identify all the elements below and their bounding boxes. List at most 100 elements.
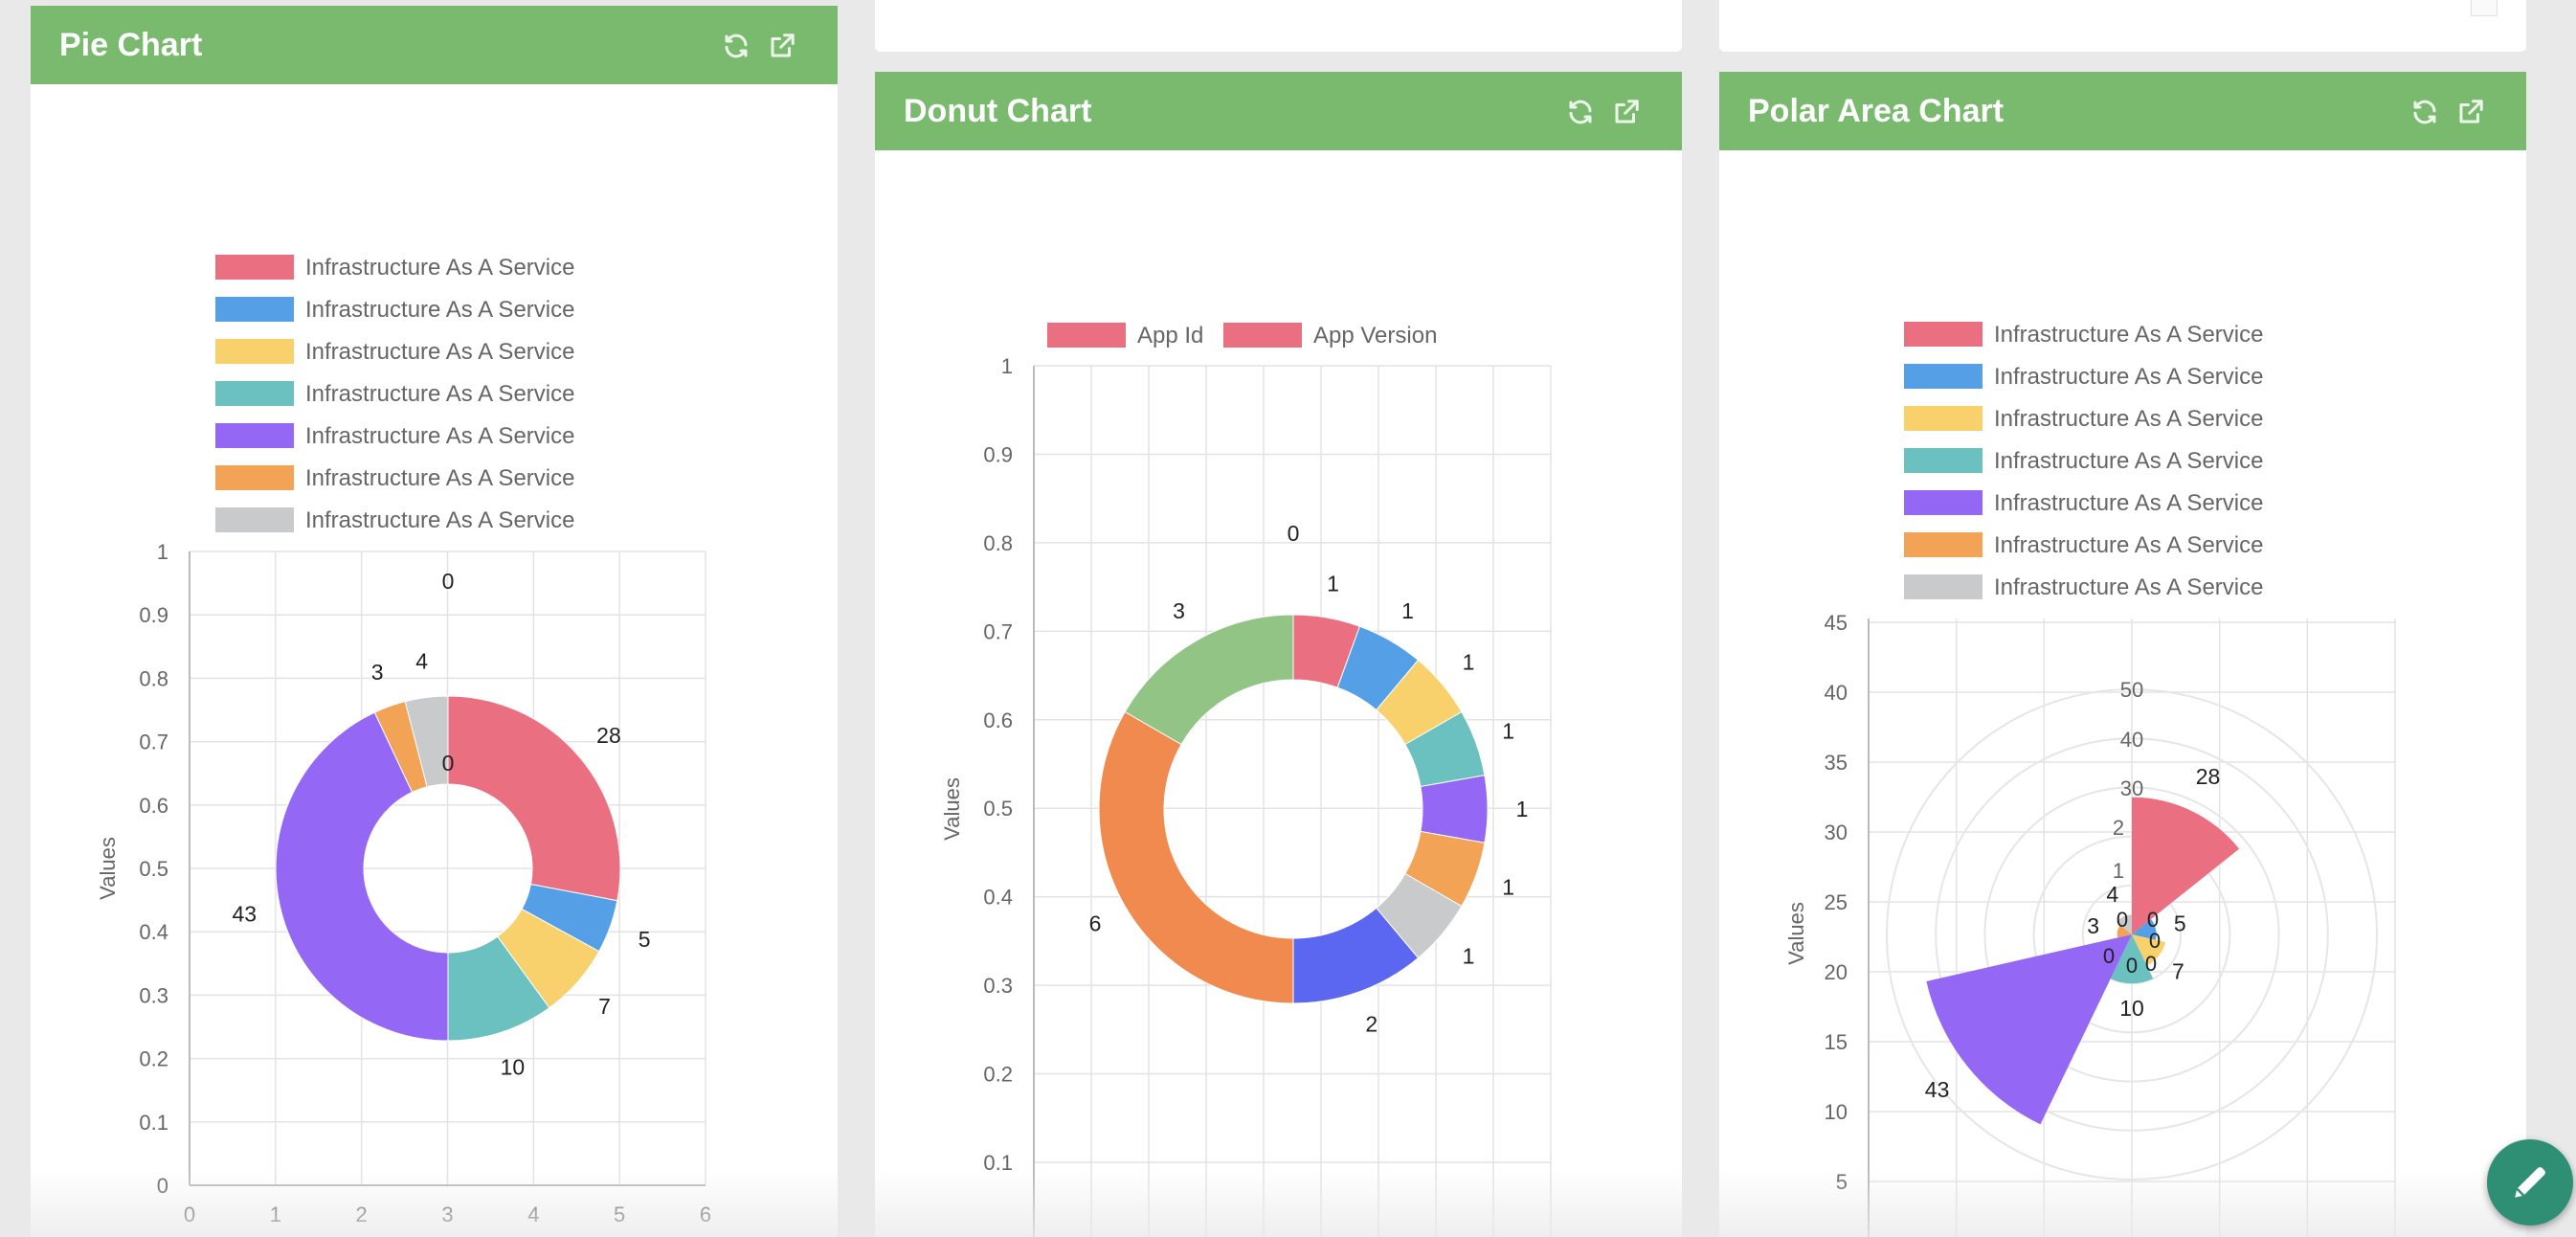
- polar-wedge: [2132, 934, 2165, 966]
- donut-slice: [1420, 775, 1489, 843]
- y-tick-label: 20: [1825, 960, 1848, 984]
- polar-ring: [1983, 786, 2280, 1083]
- x-tick-label: 0: [184, 1203, 195, 1226]
- legend-label: Infrastructure As A Service: [1994, 364, 2263, 390]
- data-label: 0: [1288, 521, 1300, 546]
- data-label: 7: [2172, 959, 2184, 984]
- y-tick-label: 10: [1825, 1100, 1848, 1124]
- y-tick-label: 0.3: [139, 983, 168, 1007]
- polar-wedge: [2110, 934, 2154, 984]
- legend-swatch: [215, 339, 294, 364]
- data-label: 1: [1502, 718, 1514, 743]
- y-tick-label: 0.8: [139, 666, 168, 690]
- legend-label: App Id: [1137, 323, 1203, 349]
- scrollbar-stub[interactable]: [2471, 0, 2498, 16]
- open-external-icon[interactable]: [1612, 98, 1641, 126]
- donut-chart: App Id App Version 0.1 0.2 0.3 0.4 0.5 0.6 0.7 0.…: [940, 323, 1552, 1237]
- legend-label: Infrastructure As A Service: [1994, 448, 2263, 474]
- data-label: 5: [638, 927, 651, 952]
- legend-swatch: [1904, 574, 1982, 599]
- y-tick-label: 1: [157, 540, 168, 564]
- polar-wedge: [2132, 797, 2240, 934]
- polar-area-chart: Infrastructure As A Service Infrastructur…: [1784, 322, 2396, 1237]
- refresh-icon[interactable]: [2410, 98, 2439, 126]
- pie-chart: Infrastructure As A Service Infrastructur…: [96, 255, 711, 1226]
- x-tick-label: 1: [270, 1203, 281, 1226]
- data-label: 2: [1365, 1012, 1378, 1037]
- y-tick-label: 0.7: [983, 619, 1013, 643]
- legend-label: Infrastructure As A Service: [305, 339, 574, 365]
- pie-slice: [447, 695, 621, 902]
- data-label: 10: [2119, 996, 2144, 1021]
- y-axis-label: Values: [1784, 902, 1808, 965]
- panel-header: Donut Chart: [875, 72, 1682, 150]
- data-label: 3: [371, 660, 384, 685]
- y-tick-label: 0.9: [139, 603, 168, 627]
- open-external-icon[interactable]: [768, 32, 796, 60]
- y-tick-label: 30: [1825, 821, 1848, 844]
- legend-swatch: [1904, 448, 1982, 473]
- legend-swatch: [215, 381, 294, 406]
- data-label: 0: [442, 751, 455, 776]
- y-tick-label: 0.1: [983, 1151, 1013, 1175]
- legend-label: Infrastructure As A Service: [305, 465, 574, 491]
- data-label: 0: [2145, 952, 2157, 976]
- polar-ring: [1935, 737, 2329, 1132]
- polar-tick-label: 50: [2120, 678, 2143, 702]
- refresh-icon[interactable]: [722, 32, 750, 60]
- polar-wedge: [2132, 919, 2157, 940]
- y-tick-label: 0.3: [983, 974, 1013, 998]
- legend-swatch: [1904, 406, 1982, 431]
- data-label: 6: [1089, 911, 1102, 936]
- polar-wedge: [2116, 914, 2132, 934]
- data-label: 28: [2196, 764, 2221, 789]
- data-label: 0: [2117, 908, 2128, 932]
- y-axis-label: Values: [940, 777, 964, 841]
- y-tick-label: 15: [1825, 1030, 1848, 1054]
- x-tick-label: 2: [356, 1203, 368, 1226]
- y-tick-label: 0.5: [139, 857, 168, 881]
- y-tick-label: 35: [1825, 751, 1848, 775]
- x-tick-label: 6: [700, 1203, 711, 1226]
- data-label: 4: [2106, 882, 2118, 907]
- polar-tick-label: 2: [2113, 816, 2124, 840]
- data-label: 10: [501, 1054, 526, 1079]
- legend-swatch: [1904, 364, 1982, 389]
- y-tick-label: 0.5: [983, 797, 1013, 821]
- top-card-middle: [875, 0, 1682, 52]
- data-label: 1: [1502, 875, 1514, 900]
- edit-button[interactable]: [2487, 1139, 2573, 1226]
- legend-swatch: [215, 297, 294, 322]
- data-label: 0: [2149, 929, 2161, 953]
- legend-label: Infrastructure As A Service: [305, 381, 574, 407]
- data-label: 3: [1173, 598, 1185, 623]
- data-label: 4: [415, 649, 428, 674]
- polar-tick-label: 30: [2120, 776, 2143, 800]
- data-label: 3: [2087, 913, 2099, 938]
- y-tick-label: 0.7: [139, 731, 168, 754]
- panel-header: Polar Area Chart: [1719, 72, 2526, 150]
- top-card-right: [1719, 0, 2526, 52]
- data-label: 0: [2147, 908, 2159, 932]
- pie-chart-panel: Pie Chart Infrastructure As A Service Inf…: [31, 6, 838, 1237]
- y-tick-label: 0: [157, 1174, 168, 1198]
- pie-slice: [404, 695, 449, 788]
- polar-tick-label: 40: [2120, 728, 2143, 752]
- legend-swatch: [1904, 322, 1982, 347]
- polar-wedge: [2117, 925, 2132, 938]
- x-tick-label: 4: [527, 1203, 539, 1226]
- y-tick-label: 0.2: [139, 1047, 168, 1071]
- legend-label: Infrastructure As A Service: [1994, 532, 2263, 558]
- y-tick-label: 1: [1001, 354, 1013, 378]
- y-tick-label: 0.4: [983, 886, 1013, 910]
- data-label: 1: [1516, 797, 1529, 821]
- polar-tick-label: 1: [2113, 859, 2124, 883]
- data-label: 0: [2126, 954, 2138, 978]
- open-external-icon[interactable]: [2456, 98, 2485, 126]
- refresh-icon[interactable]: [1566, 98, 1595, 126]
- y-tick-label: 0.6: [983, 708, 1013, 732]
- data-label: 1: [1327, 572, 1339, 596]
- legend-label: Infrastructure As A Service: [305, 423, 574, 449]
- data-label: 7: [598, 994, 611, 1019]
- legend-label: Infrastructure As A Service: [305, 255, 574, 281]
